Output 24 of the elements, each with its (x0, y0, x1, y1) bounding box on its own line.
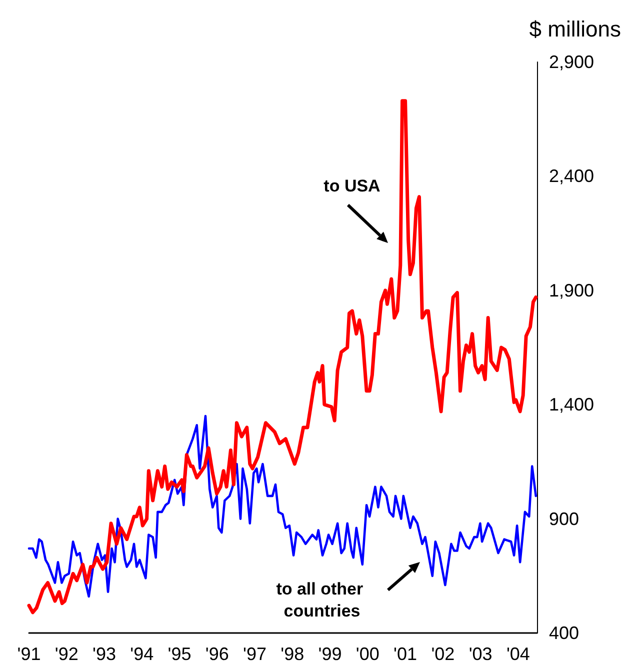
y-axis-title: $ millions (529, 16, 621, 42)
x-tick-label: '98 (280, 644, 304, 664)
x-tick-label: '97 (243, 644, 267, 664)
x-tick-label: '96 (205, 644, 229, 664)
y-tick-label: 2,900 (549, 52, 594, 72)
annotation: to USA (324, 176, 380, 196)
x-tick-label: '91 (17, 644, 41, 664)
x-tick-label: '04 (506, 644, 530, 664)
annotation: to all other countries (276, 580, 368, 620)
x-tick-label: '03 (468, 644, 492, 664)
x-tick-label: '01 (394, 644, 418, 664)
x-tick-label: '99 (318, 644, 342, 664)
y-tick-label: 2,400 (549, 166, 594, 186)
line-series (28, 414, 538, 598)
x-tick-label: '92 (54, 644, 78, 664)
x-tick-label: '94 (130, 644, 154, 664)
y-tick-label: 400 (549, 623, 580, 643)
x-tick-label: '95 (168, 644, 192, 664)
y-tick-label: 1,400 (549, 394, 594, 415)
y-tick-label: 900 (549, 508, 580, 529)
y-tick-label: 1,900 (549, 280, 594, 300)
x-tick-label: '02 (431, 644, 455, 664)
x-tick-label: '93 (92, 644, 116, 664)
x-tick-label: '00 (356, 644, 380, 664)
